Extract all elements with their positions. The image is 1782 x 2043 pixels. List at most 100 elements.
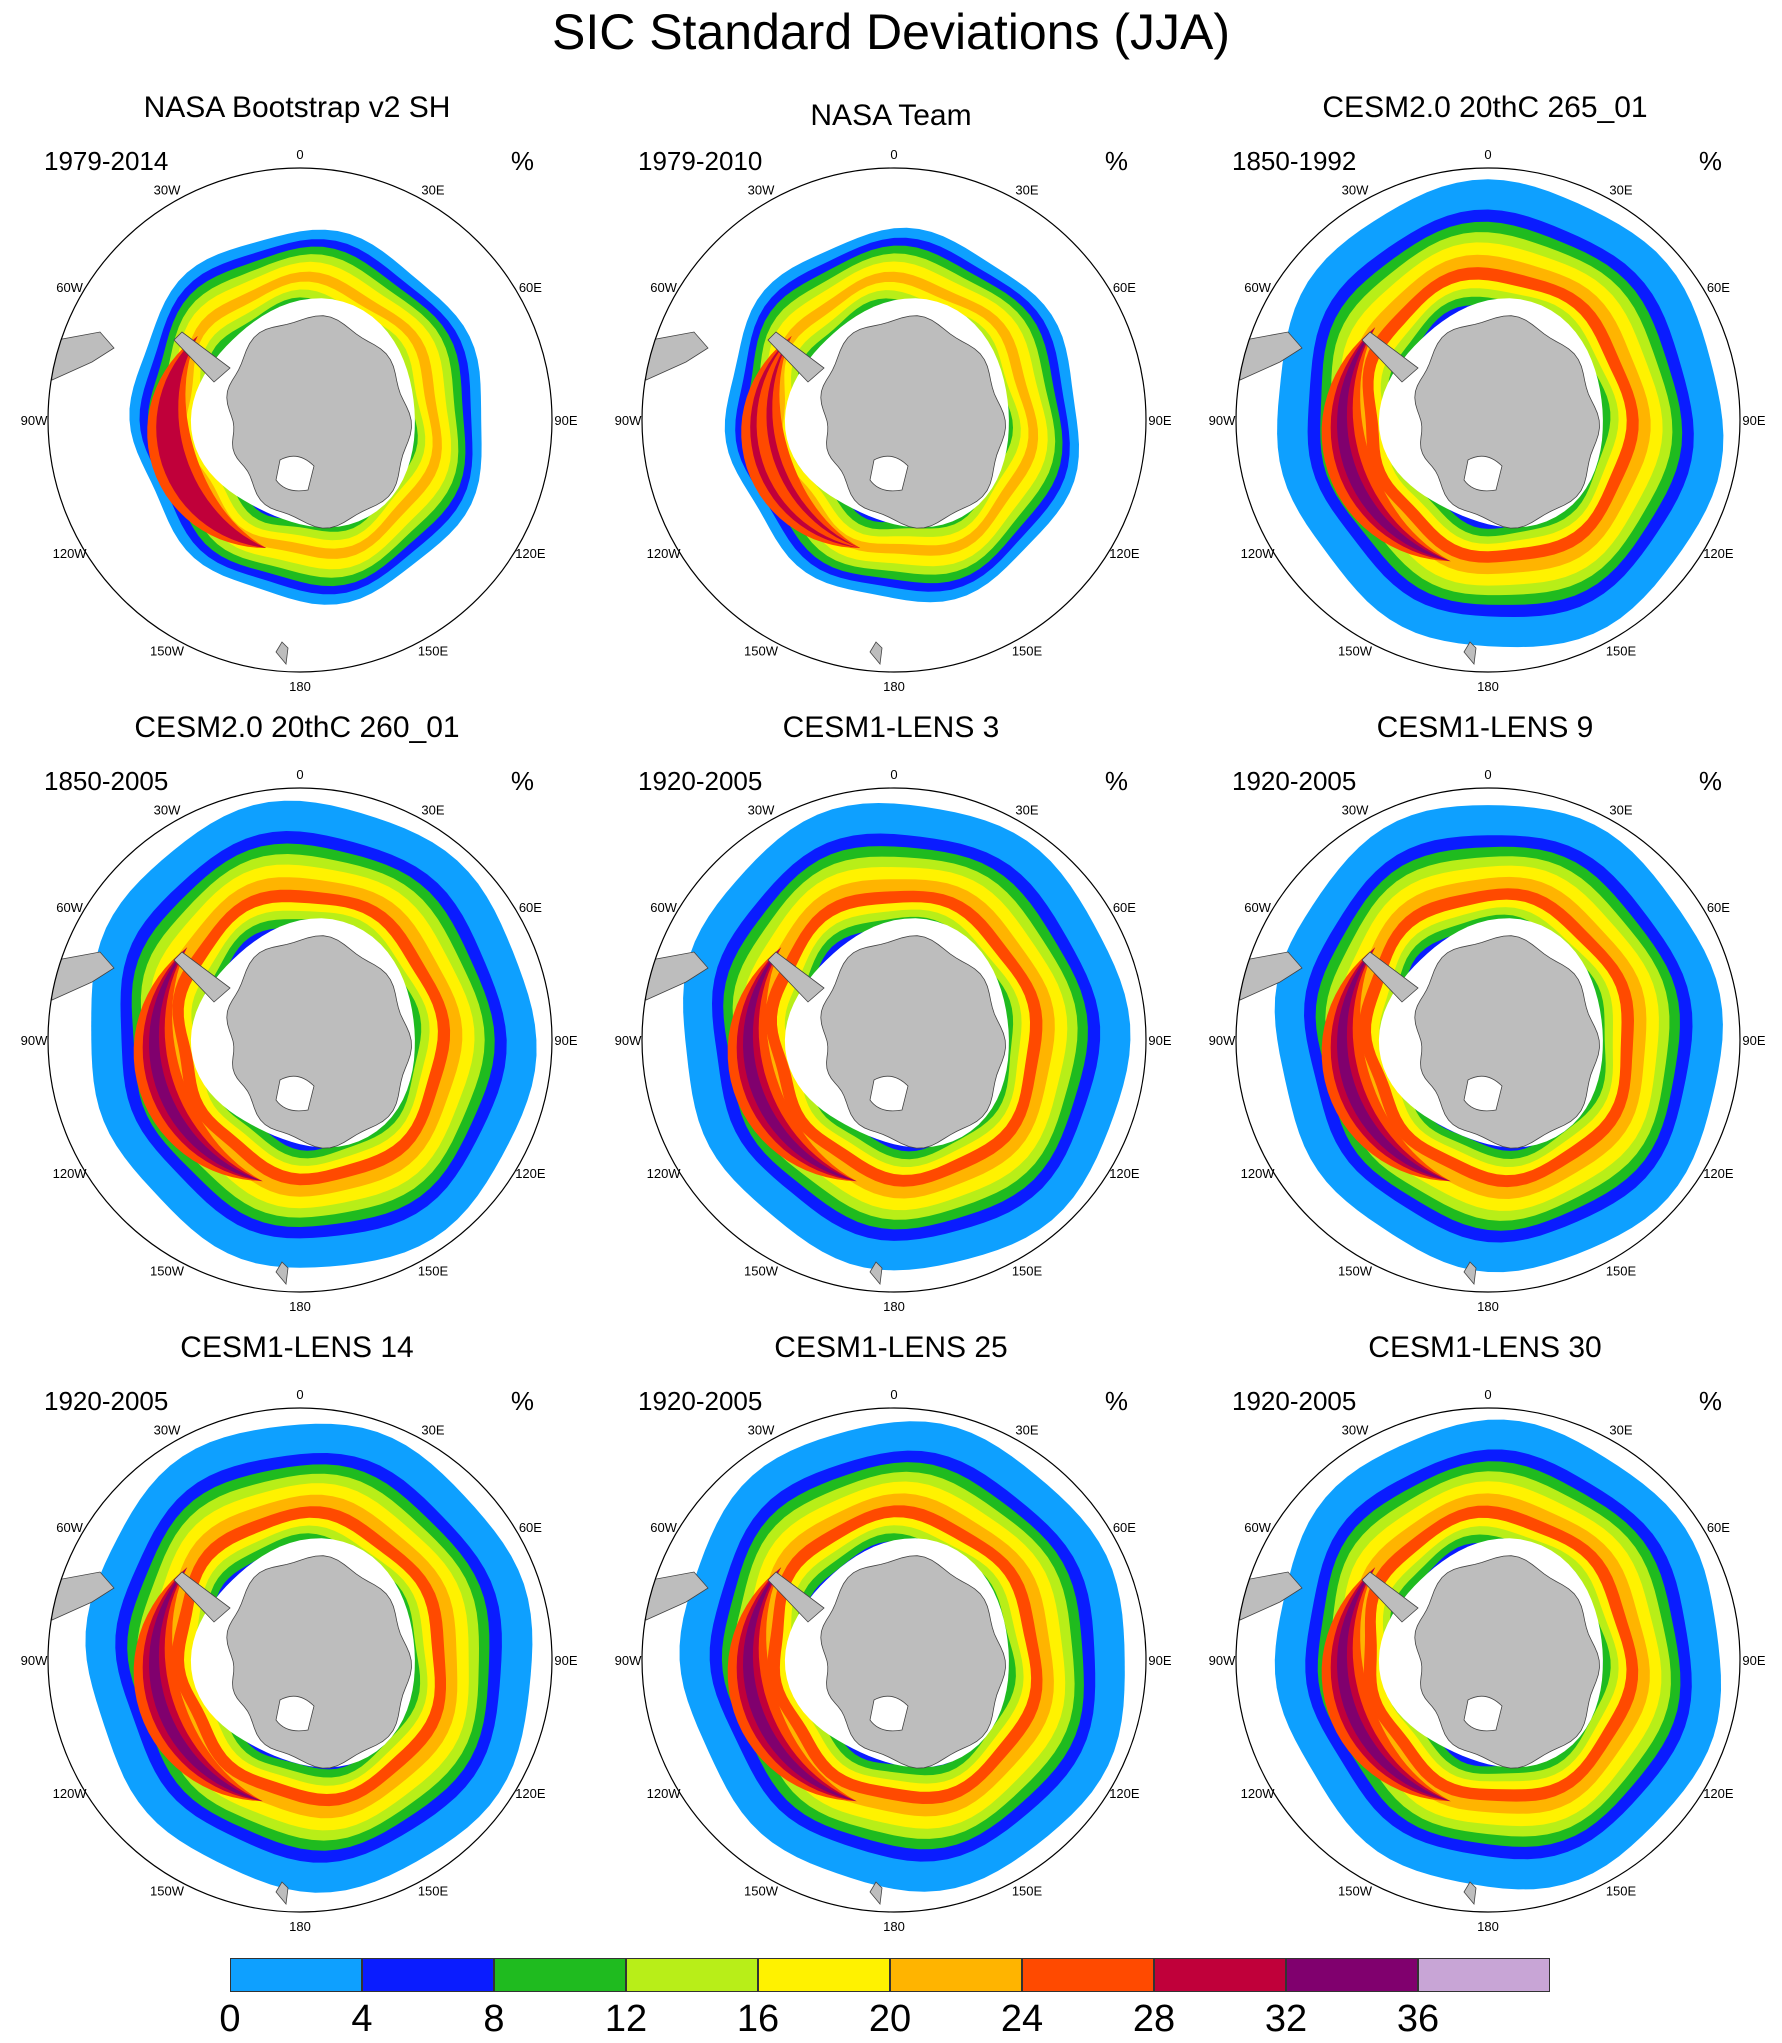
panel-title: NASA Bootstrap v2 SH: [143, 91, 451, 124]
longitude-label: 30W: [154, 183, 181, 198]
sic-max-band: [736, 947, 857, 1182]
panel-unit: %: [1104, 766, 1128, 796]
antarctic-peninsula: [1361, 331, 1419, 383]
longitude-label: 30W: [748, 1423, 775, 1438]
panel-unit: %: [1698, 1386, 1722, 1416]
colorbar-tick-label: 24: [1000, 1998, 1044, 2040]
longitude-label: 150E: [1606, 1263, 1637, 1278]
map-boundary: [47, 167, 553, 673]
longitude-label: 60E: [519, 280, 542, 295]
ross-sea-inlet: [869, 1075, 909, 1112]
longitude-label: 0: [890, 767, 897, 782]
map-boundary: [1235, 167, 1741, 673]
longitude-label: 120E: [515, 546, 546, 561]
sic-max-band: [1337, 1567, 1451, 1802]
panel-unit: %: [1698, 146, 1722, 176]
sic-max-band: [750, 336, 861, 548]
new-zealand: [275, 1881, 289, 1905]
new-zealand: [869, 641, 883, 665]
panel-period: 1979-2014: [44, 146, 169, 176]
longitude-label: 0: [296, 767, 303, 782]
panel-period: 1920-2005: [1232, 766, 1357, 796]
longitude-label: 60W: [1244, 280, 1271, 295]
longitude-label: 30W: [1342, 803, 1369, 818]
longitude-label: 30E: [421, 1423, 444, 1438]
sic-max-band: [743, 947, 857, 1182]
panel-title: CESM1-LENS 30: [1368, 1331, 1602, 1364]
longitude-label: 90E: [1742, 413, 1765, 428]
new-zealand: [869, 1881, 883, 1905]
longitude-label: 60W: [650, 900, 677, 915]
new-zealand: [1463, 1261, 1477, 1285]
antarctica: [820, 1555, 1006, 1769]
colorbar-tick-label: 36: [1396, 1998, 1440, 2040]
sic-max-band: [1337, 947, 1451, 1182]
longitude-label: 180: [1477, 1299, 1499, 1314]
longitude-label: 90W: [1209, 1033, 1236, 1048]
sic-max-band: [736, 1567, 857, 1802]
longitude-label: 120W: [1241, 546, 1276, 561]
colorbar-tick-label: 20: [868, 1998, 912, 2040]
colorbar-swatch: [1286, 1958, 1418, 1992]
longitude-label: 60E: [1113, 1520, 1136, 1535]
map-panel: NASA Team 1979-2010% 0 30E 60E 90E 120E 150E 180…: [594, 90, 1188, 710]
ross-sea-inlet: [869, 455, 909, 492]
sic-max-band: [743, 1567, 857, 1802]
figure-title: SIC Standard Deviations (JJA): [551, 4, 1231, 60]
sic-max-band: [756, 336, 861, 548]
longitude-label: 60E: [1707, 1520, 1730, 1535]
longitude-label: 150W: [150, 1883, 185, 1898]
longitude-label: 60W: [56, 1520, 83, 1535]
antarctic-peninsula: [1361, 951, 1419, 1003]
sic-max-band: [142, 1567, 263, 1802]
longitude-label: 60W: [650, 280, 677, 295]
longitude-label: 0: [890, 1387, 897, 1402]
sic-max-band: [149, 947, 263, 1182]
longitude-label: 180: [883, 1299, 905, 1314]
antarctic-peninsula: [173, 1571, 231, 1623]
panel-unit: %: [1698, 766, 1722, 796]
panel-title: CESM1-LENS 3: [782, 711, 1000, 744]
ross-sea-inlet: [1463, 455, 1503, 492]
polar-map: 0 30E 60E 90E 120E 150E 180 150W 120W 90W 60W 30W: [615, 147, 1172, 694]
longitude-label: 30W: [1342, 1423, 1369, 1438]
longitude-label: 120W: [647, 1786, 682, 1801]
longitude-label: 180: [883, 1919, 905, 1934]
antarctica: [1414, 1555, 1600, 1769]
longitude-label: 120E: [1109, 1166, 1140, 1181]
longitude-label: 30E: [421, 183, 444, 198]
new-zealand: [275, 641, 289, 665]
ross-sea-inlet: [1463, 1075, 1503, 1112]
map-boundary: [641, 1407, 1147, 1913]
antarctica: [226, 315, 412, 529]
antarctica: [1414, 315, 1600, 529]
colorbar-tick-label: 32: [1264, 1998, 1308, 2040]
map-panel: CESM1-LENS 9 1920-2005% 0 30E 60E 90E 120E 150E…: [1188, 710, 1782, 1330]
polar-map: 0 30E 60E 90E 120E 150E 180 150W 120W 90W 60W 30W: [1209, 147, 1766, 694]
longitude-label: 30W: [748, 183, 775, 198]
longitude-label: 30E: [1015, 183, 1038, 198]
colorbar-swatch: [758, 1958, 890, 1992]
colorbar-tick-label: 28: [1132, 1998, 1176, 2040]
sic-max-band: [162, 336, 267, 548]
longitude-label: 60W: [1244, 1520, 1271, 1535]
longitude-label: 0: [296, 147, 303, 162]
new-zealand: [1463, 1881, 1477, 1905]
panel-unit: %: [1104, 146, 1128, 176]
panel-unit: %: [1104, 1386, 1128, 1416]
panel-title: CESM1-LENS 9: [1376, 711, 1594, 744]
longitude-label: 60E: [1113, 900, 1136, 915]
longitude-label: 0: [1484, 1387, 1491, 1402]
longitude-label: 60E: [519, 1520, 542, 1535]
antarctic-peninsula: [173, 331, 231, 383]
longitude-label: 180: [289, 1299, 311, 1314]
colorbar-swatch: [494, 1958, 626, 1992]
longitude-label: 120W: [647, 546, 682, 561]
polar-map: 0 30E 60E 90E 120E 150E 180 150W 120W 90W 60W 30W: [615, 767, 1172, 1314]
longitude-label: 180: [883, 679, 905, 694]
panel-unit: %: [510, 146, 534, 176]
colorbar-swatch: [890, 1958, 1022, 1992]
longitude-label: 30E: [1015, 803, 1038, 818]
longitude-label: 120W: [647, 1166, 682, 1181]
sic-max-band: [149, 1567, 263, 1802]
